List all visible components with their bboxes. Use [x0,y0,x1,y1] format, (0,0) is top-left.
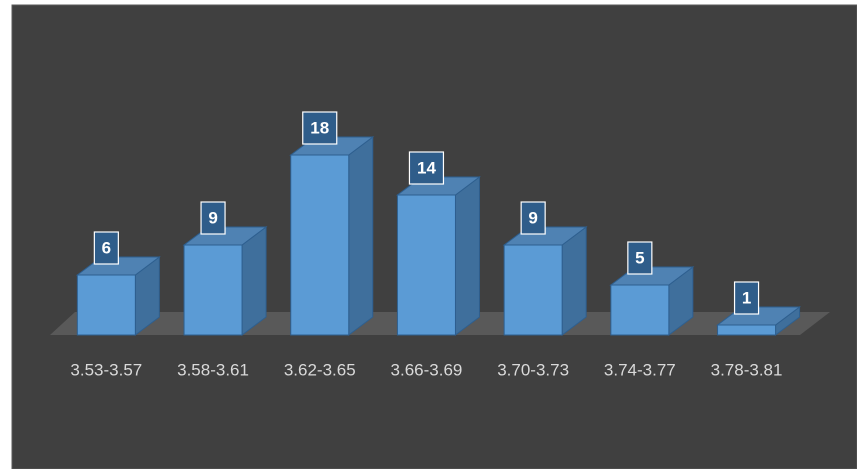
bar-side [348,136,374,336]
data-label: 9 [528,208,537,227]
x-tick-label: 3.74-3.77 [604,360,676,379]
x-tick-label: 3.53-3.57 [70,360,142,379]
label-box [408,151,445,185]
bar-front [183,244,243,336]
data-label: 14 [417,158,436,177]
data-label-box [302,111,338,145]
bar [502,226,588,336]
bar [182,225,268,337]
x-tick-label: 3.78-3.81 [711,360,783,379]
bar [289,136,375,336]
bar [395,176,481,336]
data-label: 6 [102,238,111,257]
label-box [520,201,546,235]
bar [75,256,161,336]
data-label-box [200,201,226,235]
data-label: 9 [208,208,217,227]
bar-front [76,274,136,336]
bar-front [610,284,670,336]
x-tick-label: 3.58-3.61 [177,360,249,379]
label-box [93,231,119,265]
data-label-box [520,201,546,235]
data-label: 5 [635,248,644,267]
data-label: 18 [310,118,329,137]
bar-side [241,225,267,337]
data-label-box [627,241,653,275]
label-box [302,111,338,145]
label-box [627,241,653,275]
x-tick-label: 3.62-3.65 [284,360,356,379]
x-tick-label: 3.70-3.73 [497,360,569,379]
data-label: 1 [742,288,751,307]
bar [609,266,695,336]
bar-side [561,226,587,336]
data-label-box [733,281,760,315]
label-box [733,281,760,315]
x-tick-label: 3.66-3.69 [391,360,463,379]
bar-front [717,324,777,336]
data-label-box [408,151,445,185]
bar-side [454,176,480,336]
data-label-box [93,231,119,265]
bar [716,306,802,336]
bar-front [396,194,456,336]
bar-front [290,154,350,336]
bar-front [503,244,563,336]
label-box [200,201,226,235]
